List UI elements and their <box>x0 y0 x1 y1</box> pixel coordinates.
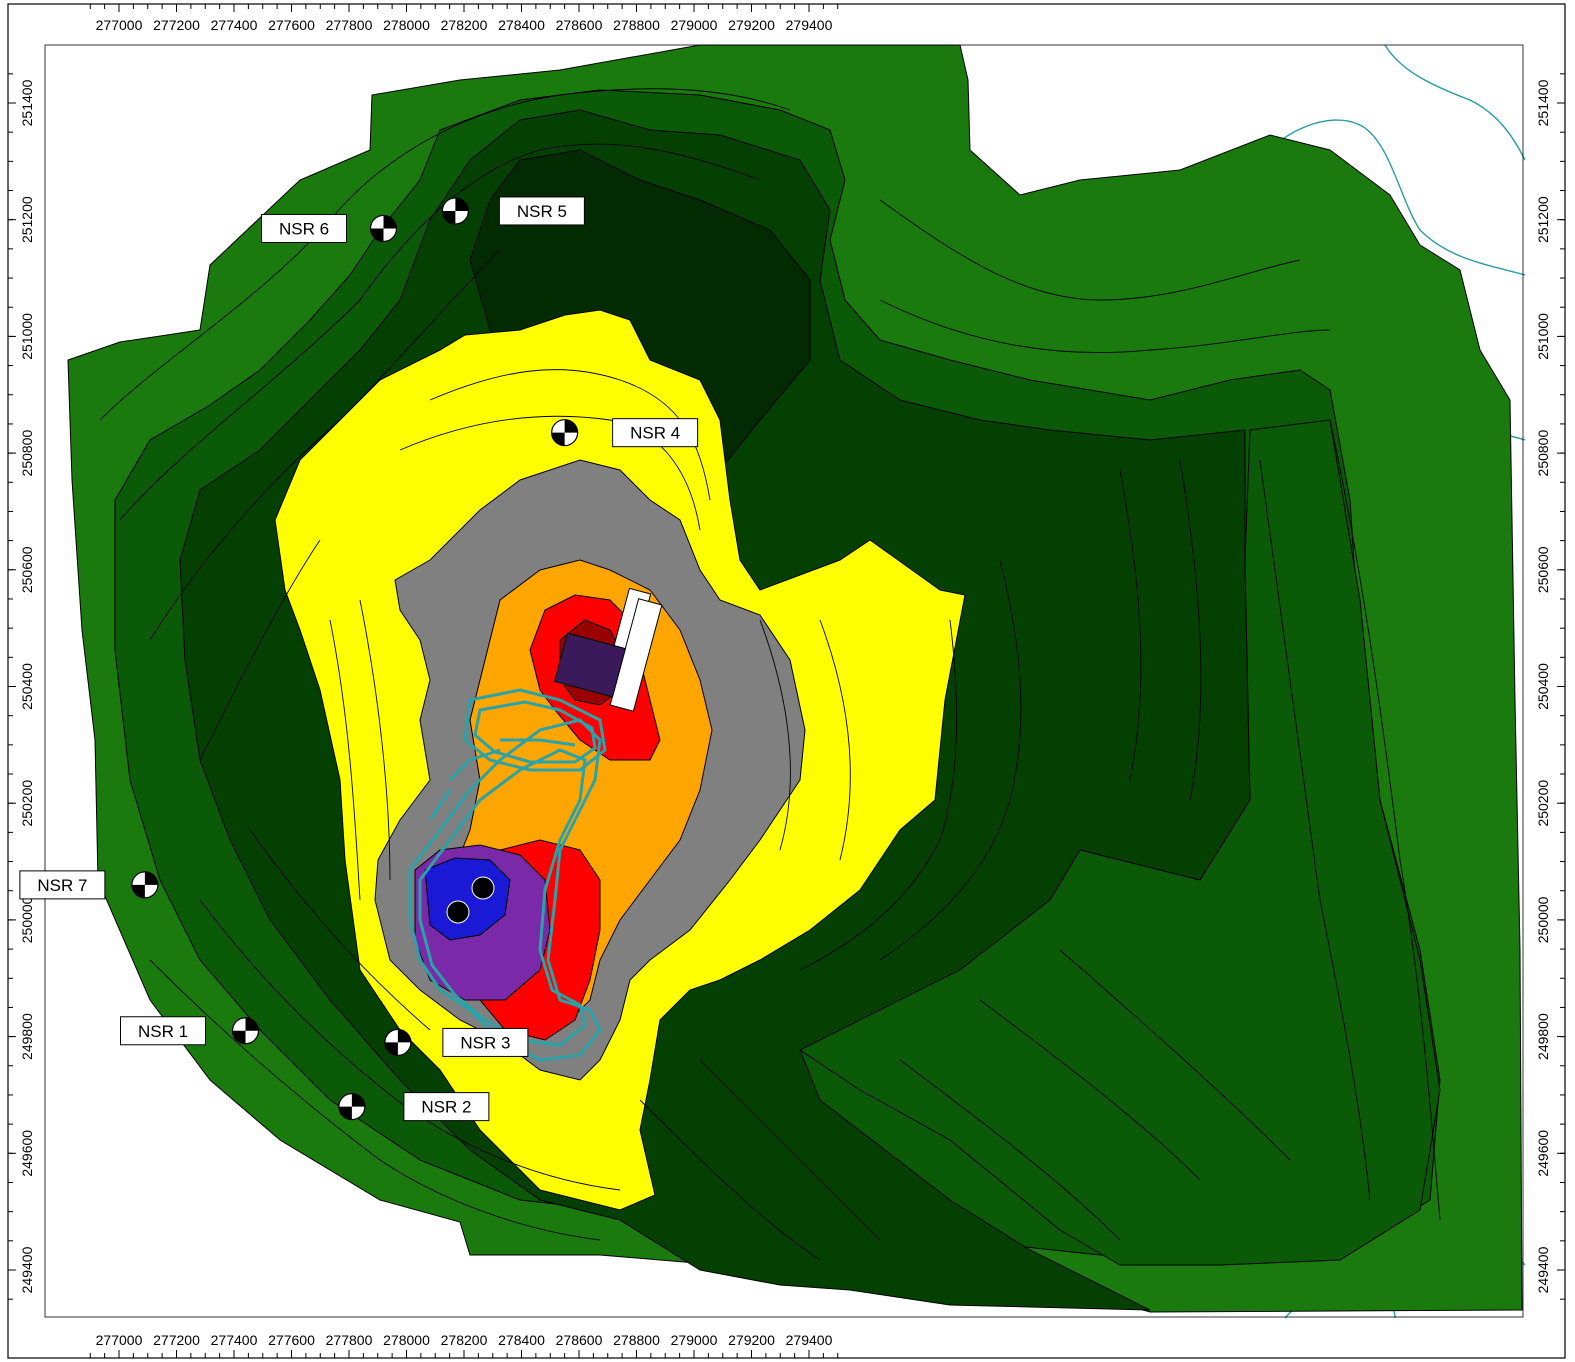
x-tick-label-bottom: 278000 <box>383 1332 430 1348</box>
x-tick-label-bottom: 278200 <box>441 1332 488 1348</box>
x-tick-label-bottom: 277200 <box>153 1332 200 1348</box>
source-markers <box>446 876 495 924</box>
receiver-label-box <box>19 870 106 900</box>
receiver-label-box <box>612 418 699 448</box>
y-tick-label-right: 250800 <box>1535 430 1551 477</box>
plant-buildings <box>553 587 663 712</box>
noise-sensitive-receivers: NSR 1 NSR 2 NSR 3 NSR 4 NSR 5 NSR 6 NSR 7 <box>19 196 699 1122</box>
x-tick-label-top: 278600 <box>556 17 603 33</box>
y-tick-label-right: 251200 <box>1535 196 1551 243</box>
receiver-nsr-5: NSR 5 <box>441 196 585 226</box>
x-tick-label-bottom: 277400 <box>211 1332 258 1348</box>
receiver-quadrant <box>245 1017 259 1031</box>
y-tick-label-left: 250200 <box>19 780 35 827</box>
receiver-quadrant <box>131 884 145 898</box>
y-tick-label-left: 250800 <box>19 430 35 477</box>
source-marker-1 <box>471 876 495 900</box>
receiver-label: NSR 6 <box>279 219 329 238</box>
x-tick-label-top: 277600 <box>268 17 315 33</box>
x-tick-label-bottom: 279400 <box>786 1332 833 1348</box>
x-tick-label-top: 278200 <box>441 17 488 33</box>
y-tick-label-left: 251000 <box>19 313 35 360</box>
receiver-quadrant <box>551 432 565 446</box>
x-tick-label-bottom: 277600 <box>268 1332 315 1348</box>
map-inner-border <box>44 44 1524 1318</box>
band-green-right <box>799 419 1441 1266</box>
y-tick-label-left: 249400 <box>19 1246 35 1293</box>
receiver-quadrant <box>351 1093 365 1107</box>
receiver-nsr-1: NSR 1 <box>120 1016 260 1046</box>
receiver-nsr-6: NSR 6 <box>261 213 398 243</box>
y-tick-label-right: 250600 <box>1535 546 1551 593</box>
receiver-nsr-4: NSR 4 <box>551 418 699 448</box>
x-tick-label-top: 277400 <box>211 17 258 33</box>
plant-area <box>553 632 627 698</box>
receiver-label: NSR 5 <box>517 202 567 221</box>
x-tick-label-bottom: 279200 <box>728 1332 775 1348</box>
receiver-label-box <box>498 196 585 226</box>
receiver-quadrant <box>564 419 578 433</box>
receiver-label: NSR 1 <box>138 1022 188 1041</box>
receiver-quadrant <box>338 1106 352 1120</box>
receiver-nsr-3: NSR 3 <box>384 1027 529 1057</box>
x-tick-label-top: 279400 <box>786 17 833 33</box>
x-tick-label-bottom: 279000 <box>671 1332 718 1348</box>
receiver-label-box <box>442 1027 529 1057</box>
y-tick-label-right: 251400 <box>1535 79 1551 126</box>
y-tick-label-left: 250600 <box>19 546 35 593</box>
receiver-nsr-2: NSR 2 <box>338 1092 490 1122</box>
y-tick-label-left: 250400 <box>19 663 35 710</box>
receiver-quadrant <box>383 215 397 229</box>
receiver-quadrant <box>455 197 469 211</box>
x-tick-label-bottom: 278600 <box>556 1332 603 1348</box>
receiver-quadrant <box>397 1029 411 1043</box>
x-tick-label-top: 277000 <box>96 17 143 33</box>
receiver-quadrant <box>232 1030 246 1044</box>
receiver-quadrant <box>384 1042 398 1056</box>
y-tick-label-left: 250000 <box>19 896 35 943</box>
axis-ticks <box>8 4 1565 1358</box>
y-tick-label-left: 249800 <box>19 1013 35 1060</box>
y-tick-label-right: 249600 <box>1535 1130 1551 1177</box>
map-border <box>7 3 1566 1359</box>
x-tick-label-bottom: 278400 <box>498 1332 545 1348</box>
receiver-label-box <box>261 213 347 243</box>
axis-labels: 277000 277000 277200 277200 277400 277400 2776… <box>19 17 1551 1348</box>
x-tick-label-bottom: 277800 <box>326 1332 373 1348</box>
pit-haul-road <box>408 688 607 1062</box>
x-tick-label-bottom: 278800 <box>613 1332 660 1348</box>
receiver-label-box <box>403 1092 490 1122</box>
y-tick-label-right: 249800 <box>1535 1013 1551 1060</box>
y-tick-label-left: 251400 <box>19 79 35 126</box>
x-tick-label-top: 279000 <box>671 17 718 33</box>
y-tick-label-right: 250400 <box>1535 663 1551 710</box>
receiver-quadrant <box>442 210 456 224</box>
x-tick-label-top: 278400 <box>498 17 545 33</box>
y-tick-label-right: 250200 <box>1535 780 1551 827</box>
receiver-quadrant <box>370 228 384 242</box>
receiver-label: NSR 3 <box>460 1033 510 1052</box>
x-tick-label-top: 279200 <box>728 17 775 33</box>
x-tick-label-bottom: 277000 <box>96 1332 143 1348</box>
x-tick-label-top: 278000 <box>383 17 430 33</box>
y-tick-label-left: 249600 <box>19 1130 35 1177</box>
receiver-label: NSR 2 <box>421 1098 471 1117</box>
receiver-label-box <box>120 1016 206 1046</box>
x-tick-label-top: 278800 <box>613 17 660 33</box>
x-tick-label-top: 277800 <box>326 17 373 33</box>
receiver-label: NSR 7 <box>37 876 87 895</box>
y-tick-label-left: 251200 <box>19 196 35 243</box>
x-tick-label-top: 277200 <box>153 17 200 33</box>
y-tick-label-right: 249400 <box>1535 1246 1551 1293</box>
receiver-label: NSR 4 <box>630 424 680 443</box>
y-tick-label-right: 250000 <box>1535 896 1551 943</box>
receiver-quadrant <box>144 871 158 885</box>
y-tick-label-right: 251000 <box>1535 313 1551 360</box>
receiver-nsr-7: NSR 7 <box>19 870 159 900</box>
source-marker-2 <box>446 900 470 924</box>
